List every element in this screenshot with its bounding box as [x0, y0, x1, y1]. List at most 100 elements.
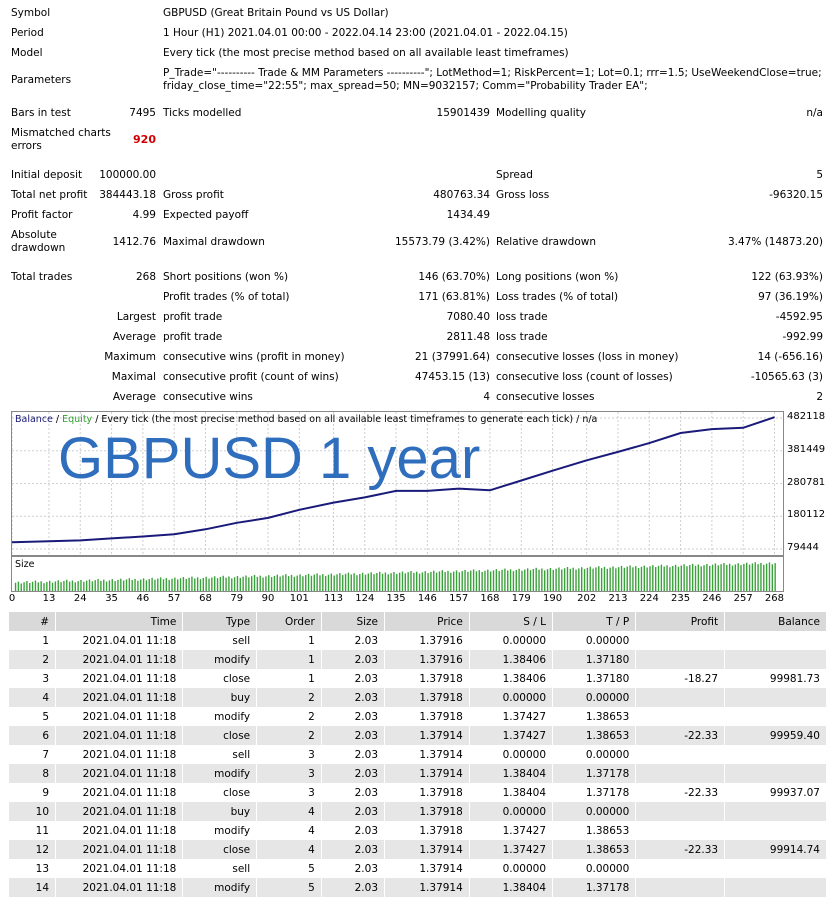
ticks-modelled-label: Ticks modelled: [163, 107, 242, 119]
size-bar: [379, 571, 381, 591]
avg-consecutive-losses-label: consecutive losses: [496, 391, 595, 403]
table-cell: [635, 821, 725, 840]
size-bar: [239, 577, 242, 591]
table-cell: [635, 859, 725, 878]
table-cell: [635, 650, 725, 669]
size-bar: [717, 565, 719, 591]
size-bar: [649, 566, 651, 591]
balance-series-line: [12, 416, 775, 544]
size-bar: [43, 583, 45, 591]
size-bar: [393, 571, 395, 591]
maximal-consecutive-loss-label: consecutive loss (count of losses): [496, 371, 673, 383]
table-cell: 8: [7, 764, 56, 783]
size-bar: [424, 571, 426, 591]
table-cell: [635, 631, 725, 650]
table-cell: [635, 745, 725, 764]
table-cell: 1.38653: [552, 840, 636, 859]
size-bar: [763, 564, 765, 591]
table-cell: 1.37427: [468, 707, 553, 726]
table-cell: 1.37178: [552, 783, 636, 802]
size-bar: [29, 582, 31, 591]
size-bar: [23, 582, 25, 591]
table-cell: 1.37914: [384, 878, 470, 897]
table-cell: 7: [7, 745, 56, 764]
largest-profit-value: 7080.40: [446, 311, 490, 323]
table-cell: 0.00000: [468, 631, 553, 650]
size-bar: [202, 577, 205, 591]
table-cell: 99937.07: [724, 783, 826, 802]
model-value: Every tick (the most precise method base…: [163, 47, 569, 59]
size-bar: [563, 568, 566, 591]
size-bar: [310, 575, 313, 591]
table-cell: 1.37914: [384, 745, 470, 764]
size-bar: [674, 564, 677, 591]
balance-chart: Balance / Equity / Every tick (the most …: [11, 411, 784, 556]
table-row: 5 2021.04.01 11:18 modify 2 2.03 1.37918 1.374…: [7, 707, 826, 726]
deals-header-cell: #: [7, 612, 56, 631]
size-bar: [324, 575, 327, 591]
size-bar: [606, 568, 609, 591]
table-cell: 2.03: [320, 764, 385, 783]
size-bar: [205, 576, 207, 591]
size-bar: [100, 580, 102, 591]
size-bar: [359, 573, 361, 591]
table-cell: 1.37180: [552, 669, 636, 688]
table-cell: 1.38406: [468, 650, 553, 669]
modelling-quality-value: n/a: [806, 107, 823, 119]
deals-header-cell: Price: [384, 612, 470, 631]
size-bar: [159, 577, 162, 591]
absolute-drawdown-label-2: drawdown: [11, 242, 66, 254]
size-bar: [731, 565, 734, 591]
size-bar: [470, 570, 472, 591]
size-bar: [598, 566, 600, 591]
size-bar: [350, 574, 352, 591]
size-bar: [83, 581, 85, 591]
size-bar: [418, 573, 421, 591]
table-cell: close: [182, 840, 257, 859]
size-bar: [757, 564, 759, 591]
size-bar: [137, 580, 139, 591]
x-tick-label: 46: [136, 593, 150, 604]
size-bar: [14, 582, 17, 591]
size-bar: [632, 567, 634, 591]
table-cell: 14: [7, 878, 56, 897]
table-cell: 4: [7, 688, 56, 707]
parameters-label: Parameters: [11, 74, 72, 86]
long-positions-value: 122 (63.93%): [751, 271, 823, 283]
size-bar: [54, 581, 57, 591]
size-bar: [319, 575, 321, 591]
table-cell: 2021.04.01 11:18: [55, 745, 183, 764]
size-bar: [333, 575, 335, 591]
size-bar: [273, 575, 276, 591]
legend-description: / Every tick (the most precise method ba…: [92, 414, 598, 425]
size-bar: [293, 576, 296, 591]
size-bar: [660, 564, 663, 591]
size-bar: [652, 565, 654, 591]
table-cell: 1.37916: [384, 631, 470, 650]
size-bar: [464, 569, 466, 591]
size-bar: [640, 566, 643, 591]
size-bar: [529, 570, 532, 591]
size-bar: [512, 571, 515, 591]
size-bar: [57, 580, 59, 591]
size-bar: [544, 570, 546, 591]
table-cell: 2021.04.01 11:18: [55, 726, 183, 745]
size-bar: [259, 575, 261, 591]
avg-consecutive-losses-value: 2: [816, 391, 823, 403]
table-cell: [724, 821, 826, 840]
size-bar: [71, 580, 74, 591]
x-tick-label: 168: [480, 593, 500, 604]
size-bar: [566, 567, 569, 591]
size-bar: [94, 580, 96, 591]
table-cell: 2021.04.01 11:18: [55, 688, 183, 707]
size-bar: [526, 568, 529, 591]
table-cell: 12: [7, 840, 56, 859]
table-cell: 5: [256, 878, 322, 897]
size-bar: [262, 577, 264, 591]
size-bar: [148, 579, 150, 591]
size-bar: [538, 569, 540, 591]
x-tick-label: 257: [733, 593, 753, 604]
table-row: 1 2021.04.01 11:18 sell 1 2.03 1.37916 0.00000…: [7, 631, 826, 650]
size-bar: [17, 581, 20, 591]
size-bar: [677, 566, 680, 591]
